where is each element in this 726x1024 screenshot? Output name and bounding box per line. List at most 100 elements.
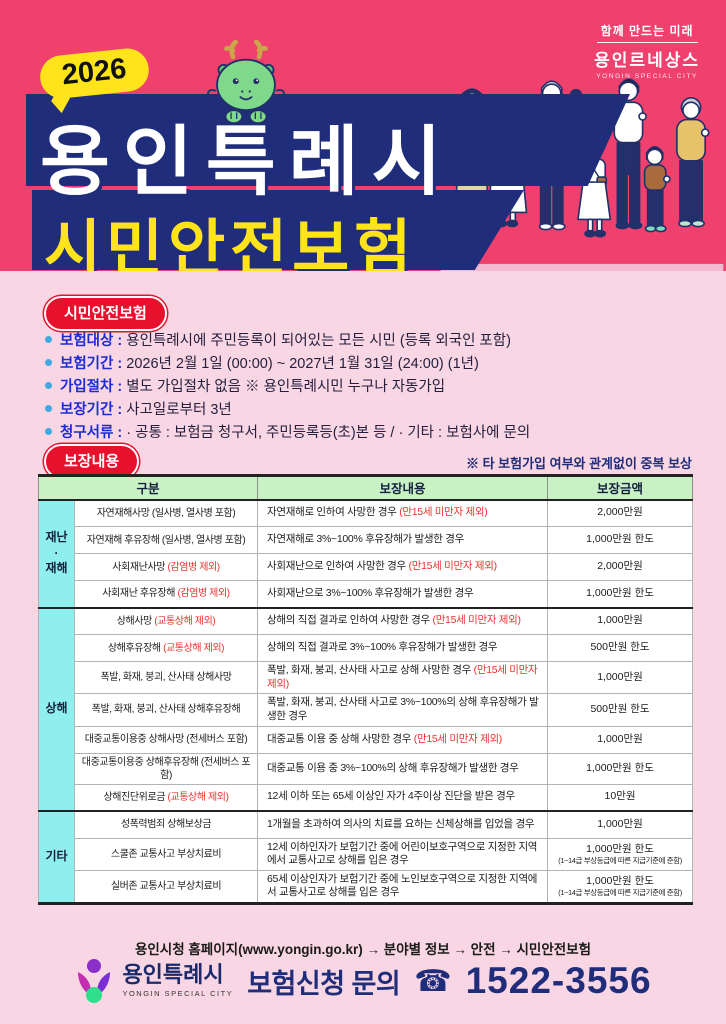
amount-cell: 500만원 한도 (547, 693, 694, 727)
table-row: 폭발, 화재, 붕괴, 산사태 상해사망 폭발, 화재, 붕괴, 산사태 사고로 … (39, 660, 694, 695)
coverage-desc-text: 상해의 직접 결과로 3%~100% 후유장해가 발생한 경우 (267, 641, 498, 654)
coverage-desc-text: 사회재난으로 3%~100% 후유장해가 발생한 경우 (267, 586, 474, 599)
item-exclusion-note: (감염병 제외) (177, 588, 230, 600)
item-cell: 상해후유장해 (교통상해 제외) (73, 634, 259, 662)
table-header-row: 구분 보장내용 보장금액 (37, 475, 694, 500)
coverage-desc-text: 상해의 직접 결과로 인하여 사망한 경우 (267, 614, 430, 627)
bullet-label: 보장기간 : (60, 402, 123, 418)
item-text: 사회재난 후유장해 (102, 588, 176, 600)
amount-cell: 500만원 한도 (547, 634, 694, 662)
table-row: 상해후유장해 (교통상해 제외) 상해의 직접 결과로 3%~100% 후유장해가… (39, 634, 694, 662)
desc-cell: 폭발, 화재, 붕괴, 산사태 사고로 상해 사망한 경우 (만15세 미만자 … (257, 660, 549, 695)
hero-banner: 용인특례시 시민안전보험 (0, 0, 726, 271)
item-cell: 스쿨존 교통사고 부상치료비 (73, 837, 259, 871)
item-text: 자연재해사망 (일사병, 열사병 포함) (96, 507, 236, 519)
item-cell: 자연재해 후유장해 (일사병, 열사병 포함) (73, 526, 259, 554)
contact-label: 보험신청 문의 (247, 968, 401, 999)
table-row: 폭발, 화재, 붕괴, 산사태 상해후유장해 폭발, 화재, 붕괴, 산사태 사고… (39, 693, 694, 727)
table-row: 상해 상해사망 (교통상해 제외) 상해의 직접 결과로 인하여 사망한 경우 (만… (38, 606, 694, 812)
coverage-desc-text: 대중교통 이용 중 상해 사망한 경우 (267, 732, 412, 745)
table-row: 사회재난사망 (감염병 제외) 사회재난으로 인하여 사망한 경우 (만15세 미… (39, 553, 694, 581)
group-cell: 상해 (38, 606, 75, 812)
amount-text: 2,000만원 (597, 506, 643, 519)
year-badge: 2026 (38, 46, 151, 101)
desc-exclusion-note: (만15세 미만자 제외) (413, 732, 503, 745)
desc-cell: 상해의 직접 결과로 3%~100% 후유장해가 발생한 경우 (257, 634, 549, 662)
item-text: 대중교통이용중 상해후유장해 (전세버스 포함) (81, 756, 251, 781)
coverage-table: 구분 보장내용 보장금액 재난 · 재해 자연재해사망 (일사병, 열사병 포함)… (37, 474, 694, 906)
desc-cell: 사회재난으로 인하여 사망한 경우 (만15세 미만자 제외) (257, 553, 549, 581)
desc-cell: 폭발, 화재, 붕괴, 산사태 사고로 3%~100%의 상해 후유장해가 발생… (257, 693, 549, 727)
item-text: 폭발, 화재, 붕괴, 산사태 상해사망 (100, 672, 232, 684)
table-row: 실버존 교통사고 부상치료비 65세 이상인자가 보험기간 중에 노인보호구역으로… (39, 869, 694, 905)
table-row: 재난 · 재해 자연재해사망 (일사병, 열사병 포함) 자연재해로 인하여 사망한… (38, 498, 694, 608)
amount-cell: 1,000만원 (547, 660, 694, 695)
phone-number: 1522-3556 (465, 960, 652, 1001)
coverage-desc-text: 65세 이상인자가 보험기간 중에 노인보호구역으로 지정한 지역에서 교통사고… (267, 872, 538, 899)
item-cell: 자연재해사망 (일사병, 열사병 포함) (73, 498, 259, 527)
coverage-badge: 보장내용 (44, 444, 140, 479)
amount-text: 1,000만원 한도 (586, 874, 654, 887)
desc-cell: 65세 이상인자가 보험기간 중에 노인보호구역으로 지정한 지역에서 교통사고… (257, 869, 549, 905)
city-name-sub: YONGIN SPECIAL CITY (122, 989, 234, 998)
amount-cell: 1,000만원 (547, 810, 694, 839)
table-row: 기타 성폭력범죄 상해보상금 1개월을 초과하여 의사의 치료를 요하는 신체상해를… (38, 810, 694, 905)
amount-text: 500만원 한도 (590, 703, 650, 716)
poster-title-line1: 용인특례시 (40, 120, 455, 205)
bullet-text: 용인특례시에 주민등록이 되어있는 모든 시민 (등록 외국인 포함) (126, 333, 511, 349)
item-cell: 대중교통이용중 상해후유장해 (전세버스 포함) (73, 752, 259, 785)
item-exclusion-note: (감염병 제외) (167, 561, 220, 573)
item-cell: 폭발, 화재, 붕괴, 산사태 상해후유장해 (73, 693, 259, 727)
amount-text: 500만원 한도 (590, 641, 650, 654)
amount-cell: 1,000만원 한도 (547, 752, 694, 785)
amount-cell: 10만원 (547, 783, 694, 812)
amount-note-text: (1~14급 부상등급에 따른 지급기준에 준함) (558, 888, 682, 898)
item-cell: 성폭력범죄 상해보상금 (73, 810, 259, 839)
item-cell: 폭발, 화재, 붕괴, 산사태 상해사망 (73, 660, 259, 695)
amount-cell: 1,000만원 (547, 606, 694, 635)
amount-cell: 1,000만원 한도 (1~14급 부상등급에 따른 지급기준에 준함) (547, 837, 694, 871)
item-text: 스쿨존 교통사고 부상치료비 (110, 848, 222, 860)
table-row: 대중교통이용중 상해후유장해 (전세버스 포함) 대중교통 이용 중 3%~100… (39, 752, 694, 785)
table-row: 사회재난 후유장해 (감염병 제외) 사회재난으로 3%~100% 후유장해가 발… (39, 580, 694, 608)
coverage-desc-text: 폭발, 화재, 붕괴, 산사태 사고로 상해 사망한 경우 (267, 664, 472, 676)
bullet-text: 2026년 2월 1일 (00:00) ~ 2027년 1월 31일 (24:0… (126, 356, 479, 372)
city-logo: 용인특례시 YONGIN SPECIAL CITY (74, 958, 233, 1004)
amount-cell: 1,000만원 한도 (547, 580, 694, 608)
item-cell: 상해사망 (교통상해 제외) (73, 606, 259, 635)
bullet-text: 별도 가입절차 없음 ※ 용인특례시민 누구나 자동가입 (126, 379, 446, 395)
bullet-item: 보험대상 : 용인특례시에 주민등록이 되어있는 모든 시민 (등록 외국인 포… (45, 330, 695, 353)
desc-exclusion-note: (만15세 미만자 제외) (408, 560, 498, 573)
coverage-desc-text: 대중교통 이용 중 3%~100%의 상해 후유장해가 발생한 경우 (267, 761, 519, 774)
poster-title-line2: 시민안전보험 (44, 215, 417, 271)
amount-note-text: (1~14급 부상등급에 따른 지급기준에 준함) (558, 856, 682, 866)
item-text: 자연재해 후유장해 (일사병, 열사병 포함) (86, 534, 246, 546)
amount-text: 1,000만원 한도 (586, 586, 654, 599)
info-list: 보험대상 : 용인특례시에 주민등록이 되어있는 모든 시민 (등록 외국인 포… (45, 330, 695, 445)
coverage-desc-text: 사회재난으로 인하여 사망한 경우 (267, 560, 406, 573)
phone-icon: ☎ (414, 964, 452, 998)
bullet-label: 보험대상 : (60, 333, 123, 349)
bullet-text: 사고일로부터 3년 (126, 402, 232, 418)
desc-cell: 사회재난으로 3%~100% 후유장해가 발생한 경우 (257, 580, 549, 608)
item-text: 사회재난사망 (112, 561, 166, 573)
item-text: 성폭력범죄 상해보상금 (120, 819, 212, 831)
item-cell: 사회재난사망 (감염병 제외) (73, 553, 259, 581)
footer-homepage-path: 용인시청 홈페이지(www.yongin.go.kr) → 분야별 정보 → 안… (134, 942, 592, 957)
title-slab-2 (32, 190, 524, 270)
bullet-item: 가입절차 : 별도 가입절차 없음 ※ 용인특례시민 누구나 자동가입 (45, 376, 695, 399)
amount-text: 1,000만원 한도 (586, 533, 654, 546)
desc-cell: 상해의 직접 결과로 인하여 사망한 경우 (만15세 미만자 제외) (257, 606, 549, 635)
item-text: 상해사망 (116, 615, 153, 627)
amount-cell: 2,000만원 (547, 553, 694, 581)
city-logo-icon (78, 959, 111, 1003)
item-exclusion-note: (교통상해 제외) (154, 615, 216, 627)
amount-cell: 2,000만원 (547, 498, 694, 527)
item-cell: 대중교통이용중 상해사망 (전세버스 포함) (73, 725, 259, 754)
desc-cell: 대중교통 이용 중 상해 사망한 경우 (만15세 미만자 제외) (257, 725, 549, 754)
bullet-text: · 공통 : 보험금 청구서, 주민등록등(초)본 등 / · 기타 : 보험사… (126, 425, 531, 441)
bullet-item: 청구서류 : · 공통 : 보험금 청구서, 주민등록등(초)본 등 / · 기… (45, 422, 695, 445)
bullet-label: 가입절차 : (60, 379, 123, 395)
item-text: 폭발, 화재, 붕괴, 산사태 상해후유장해 (91, 704, 241, 716)
item-text: 상해진단위로금 (103, 791, 166, 803)
